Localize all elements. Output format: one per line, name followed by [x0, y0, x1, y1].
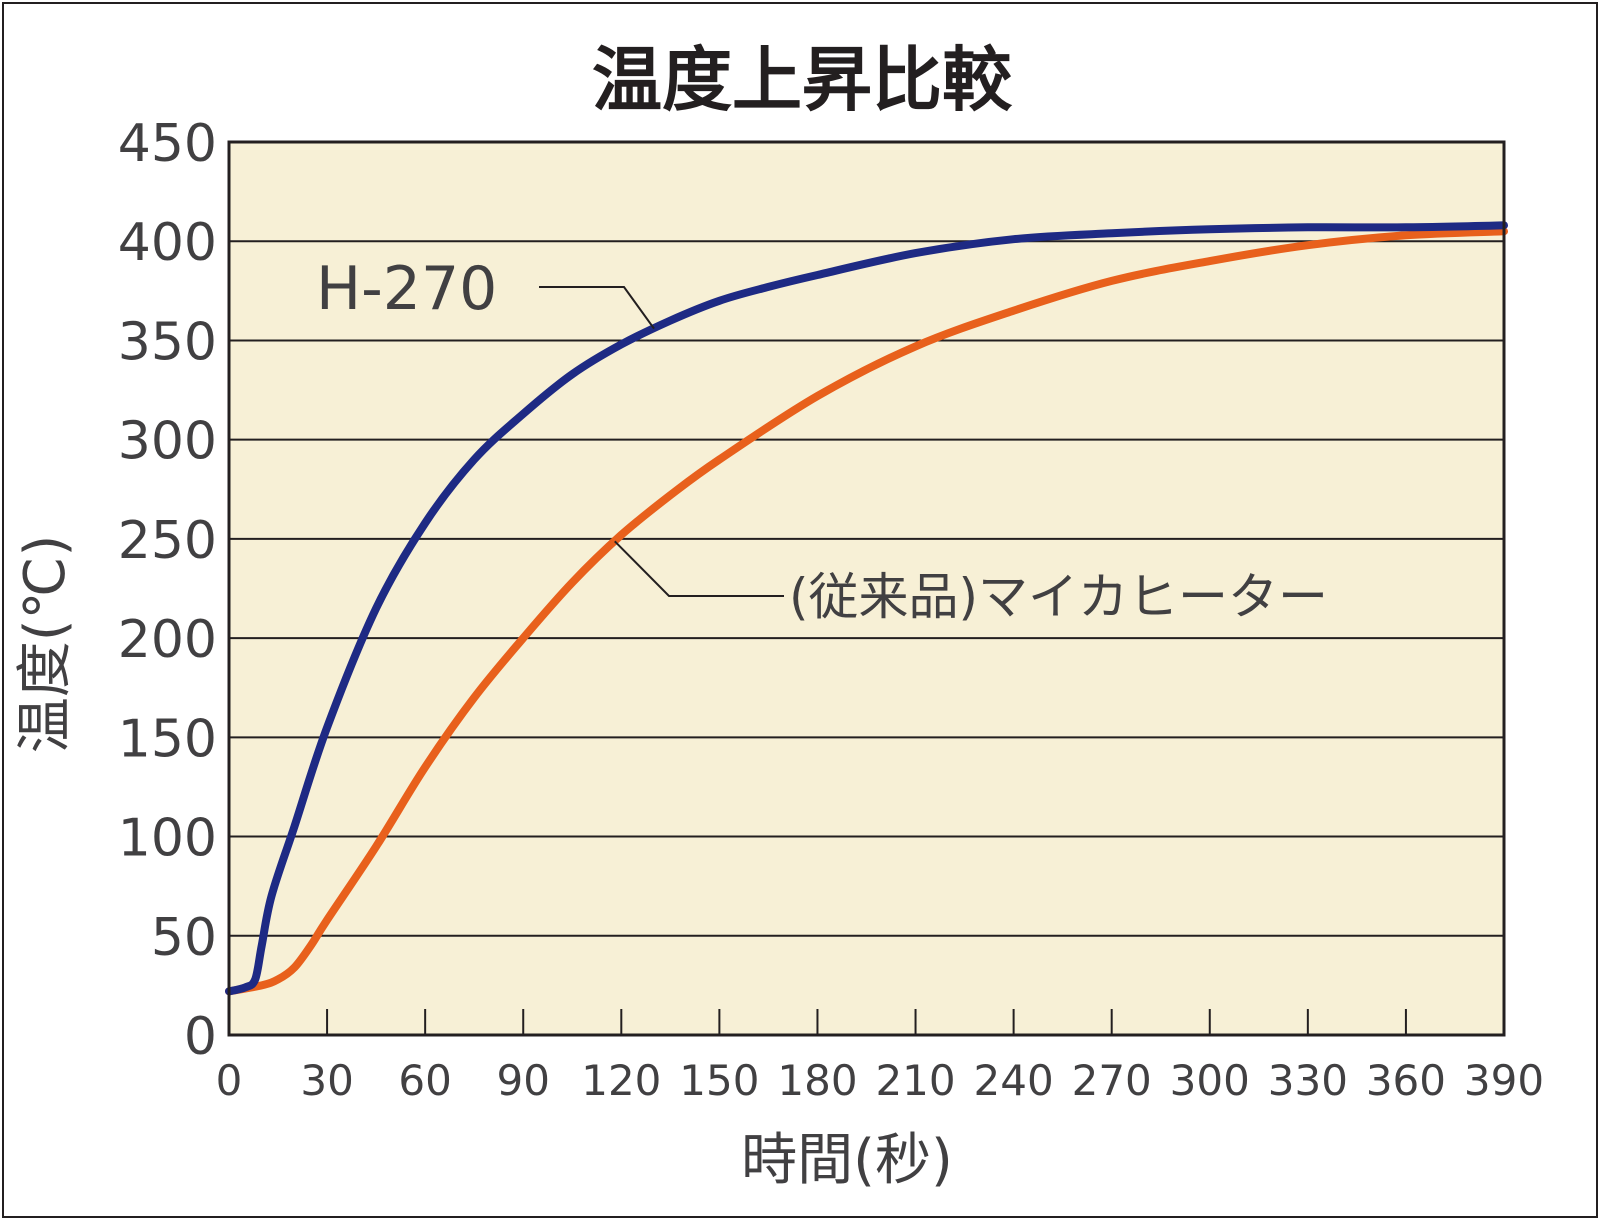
- y-tick-label: 350: [118, 312, 217, 372]
- y-tick-label: 100: [118, 809, 217, 869]
- series-annotations: H-270 (従来品)マイカヒーター: [316, 254, 1328, 626]
- y-axis-tick-labels: 0 50 100 150 200 250 300 350 400 450: [118, 114, 217, 1067]
- y-tick-label: 400: [118, 213, 217, 273]
- x-axis-label: 時間(秒): [741, 1128, 953, 1193]
- series-label-h270: H-270: [316, 254, 497, 324]
- x-tick-label: 180: [777, 1056, 857, 1105]
- plot-area: [229, 142, 1504, 1035]
- y-tick-label: 250: [118, 511, 217, 571]
- x-tick-label: 240: [974, 1056, 1054, 1105]
- series-line-mica-heater: [225, 227, 1508, 996]
- x-tick-label: 90: [497, 1056, 550, 1105]
- y-tick-label: 50: [151, 908, 217, 968]
- y-tick-label: 150: [118, 709, 217, 769]
- x-tick-label: 390: [1464, 1056, 1544, 1105]
- x-tick-label: 60: [398, 1056, 451, 1105]
- y-tick-label: 300: [118, 412, 217, 472]
- x-axis-ticks: [326, 1009, 1407, 1035]
- y-axis-label: 温度(℃): [13, 535, 78, 754]
- x-tick-label: 150: [679, 1056, 759, 1105]
- y-tick-label: 0: [184, 1007, 217, 1067]
- series-line-h270: [225, 221, 1508, 996]
- mica-heater-leader-line: [614, 540, 784, 597]
- h270-leader-line: [539, 286, 655, 330]
- x-tick-label: 0: [216, 1056, 243, 1105]
- y-tick-label: 200: [118, 610, 217, 670]
- plot-border: [227, 140, 1506, 1037]
- chart-title: 温度上昇比較: [592, 39, 1013, 121]
- x-tick-label: 300: [1170, 1056, 1250, 1105]
- series-label-mica-heater: (従来品)マイカヒーター: [789, 568, 1328, 626]
- y-tick-label: 450: [118, 114, 217, 174]
- x-axis-tick-labels: 0 30 60 90 120 150 180 210 240 270 300 330 360 390: [216, 1056, 1544, 1105]
- temperature-chart: 温度上昇比較 0 50 100 150 200 250 300 350 400 450 0 30 60…: [13, 39, 1544, 1193]
- x-tick-label: 30: [300, 1056, 353, 1105]
- x-tick-label: 270: [1072, 1056, 1152, 1105]
- x-tick-label: 360: [1366, 1056, 1446, 1105]
- x-tick-label: 330: [1268, 1056, 1348, 1105]
- x-tick-label: 210: [875, 1056, 955, 1105]
- series-lines: [225, 221, 1508, 996]
- x-tick-label: 120: [581, 1056, 661, 1105]
